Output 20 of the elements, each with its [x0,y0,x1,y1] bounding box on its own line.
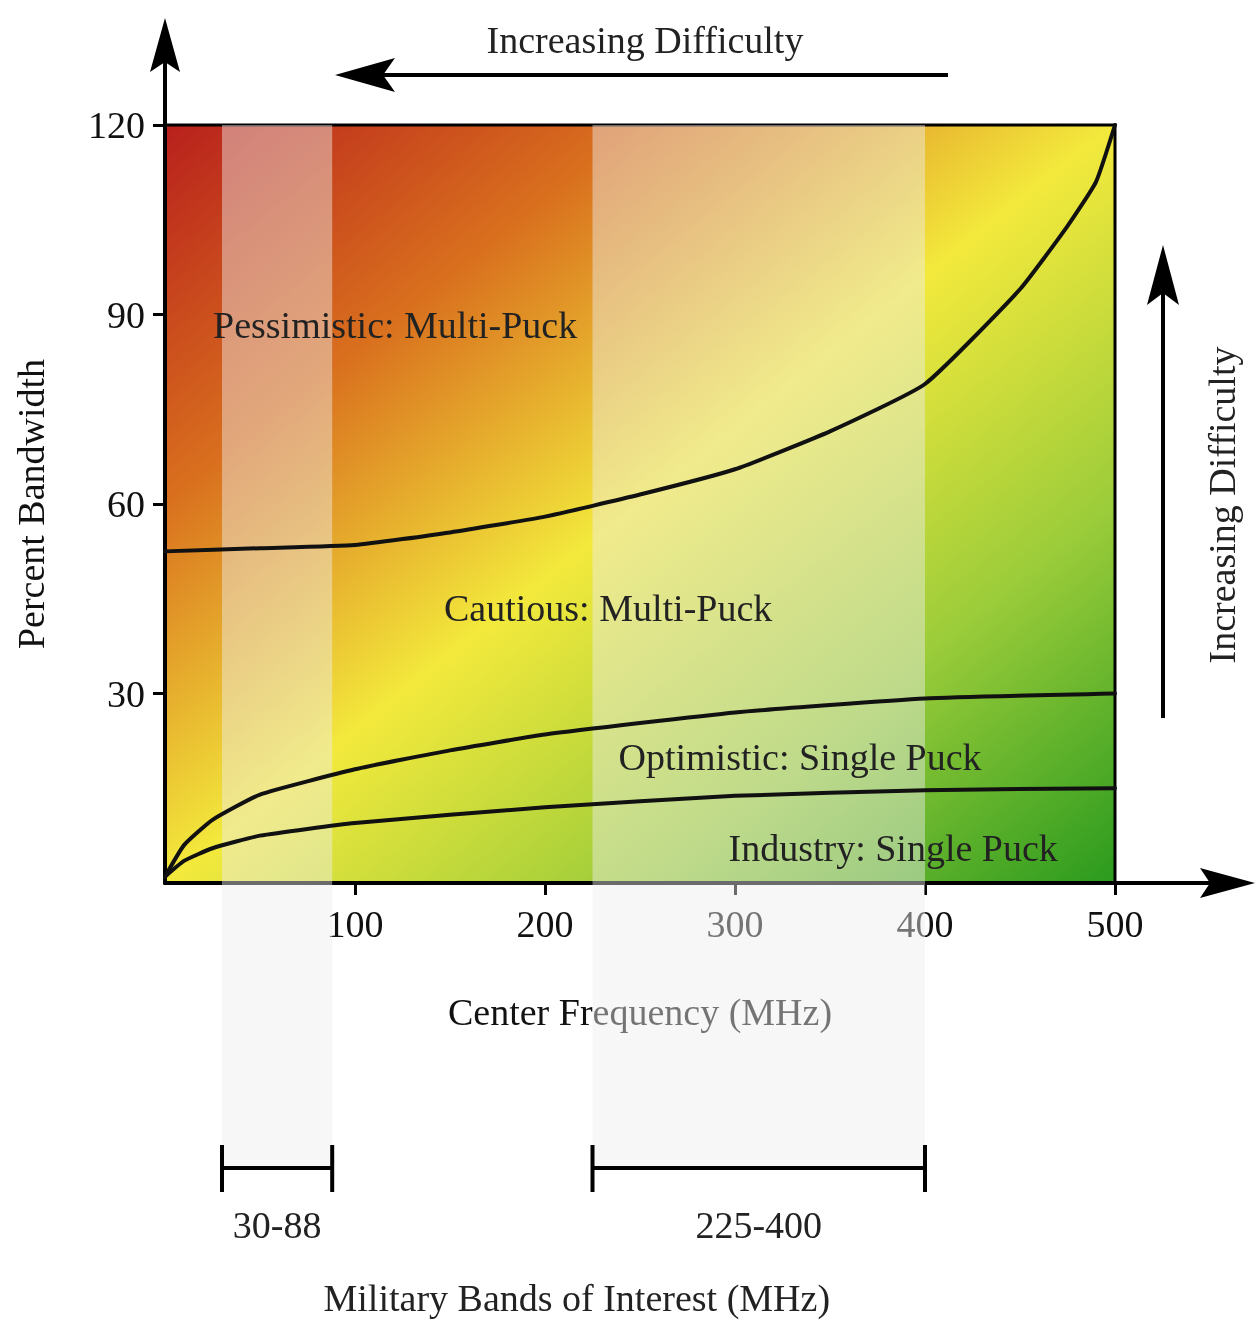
line-series [163,123,1117,554]
x-tick-label: 300 [706,903,764,945]
y-axis-title: Percent Bandwidth [10,358,52,650]
text: Increasing Difficulty [1199,346,1244,664]
band-label: 30-88 [232,1204,322,1246]
x-tick-label: 500 [1086,903,1144,945]
annotation: Cautious: Multi-Puck [444,586,773,630]
annotation: Pessimistic: Multi-Puck [213,303,578,347]
annotation: Industry: Single Puck [728,826,1058,870]
y-tick-label: 90 [107,293,145,336]
text: Military Bands of Interest (MHz) [323,1276,831,1320]
band-label: 225-400 [695,1204,823,1246]
x-tick-label: 100 [326,903,384,945]
x-axis-title: Center Frequency (MHz) [447,991,833,1034]
y-tick-label: 30 [107,672,145,715]
x-tick-label: 200 [516,903,574,945]
text: Increasing Difficulty [486,18,804,62]
x-tick-label: 400 [896,903,954,945]
y-tick-label: 120 [88,104,145,146]
y-tick-label: 60 [107,483,145,525]
